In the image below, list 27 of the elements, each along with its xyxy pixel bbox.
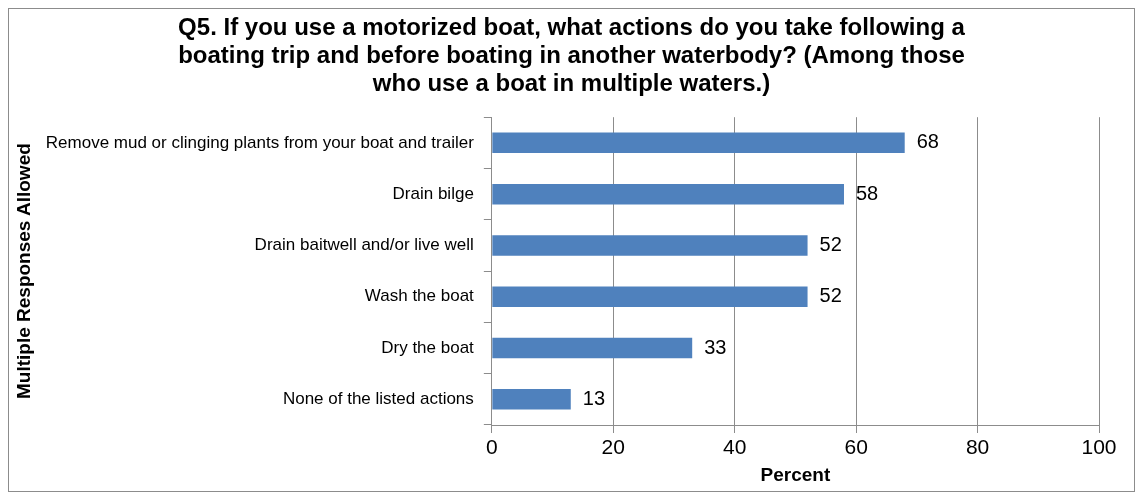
x-tick-label: 60 xyxy=(844,435,868,459)
y-tick-label: Remove mud or clinging plants from your boat and trailer xyxy=(45,132,475,152)
data-label: 33 xyxy=(704,335,727,358)
x-tick-label: 80 xyxy=(965,435,990,459)
bar xyxy=(492,286,808,308)
bar xyxy=(492,235,808,256)
bar xyxy=(492,183,844,205)
bar xyxy=(492,132,905,154)
x-tick-label: 0 xyxy=(485,435,498,459)
chart-title: Q5. If you use a motorized boat, what actions do you take following a boating trip and before boating in another waterbody? (Among those who use a boat in multiple waters.) xyxy=(177,13,966,97)
x-tick-label: 100 xyxy=(1081,435,1117,459)
y-tick-label: Wash the boat xyxy=(364,286,475,306)
y-tick-label: Drain baitwell and/or live well xyxy=(254,235,474,255)
y-tick-label: Drain bilge xyxy=(392,183,474,203)
data-label: 58 xyxy=(855,181,879,204)
x-tick-label: 20 xyxy=(601,435,625,459)
data-label: 52 xyxy=(819,284,842,307)
x-axis-title: Percent xyxy=(760,463,831,485)
bar xyxy=(492,389,571,410)
bar xyxy=(492,337,693,359)
x-tick-label: 40 xyxy=(723,435,747,459)
y-axis-title: Multiple Responses Allowed xyxy=(12,143,34,400)
y-tick-label: Dry the boat xyxy=(381,337,475,357)
data-label: 13 xyxy=(582,386,606,409)
y-tick-label: None of the listed actions xyxy=(282,389,474,409)
data-label: 68 xyxy=(916,130,939,153)
data-label: 52 xyxy=(819,232,842,255)
